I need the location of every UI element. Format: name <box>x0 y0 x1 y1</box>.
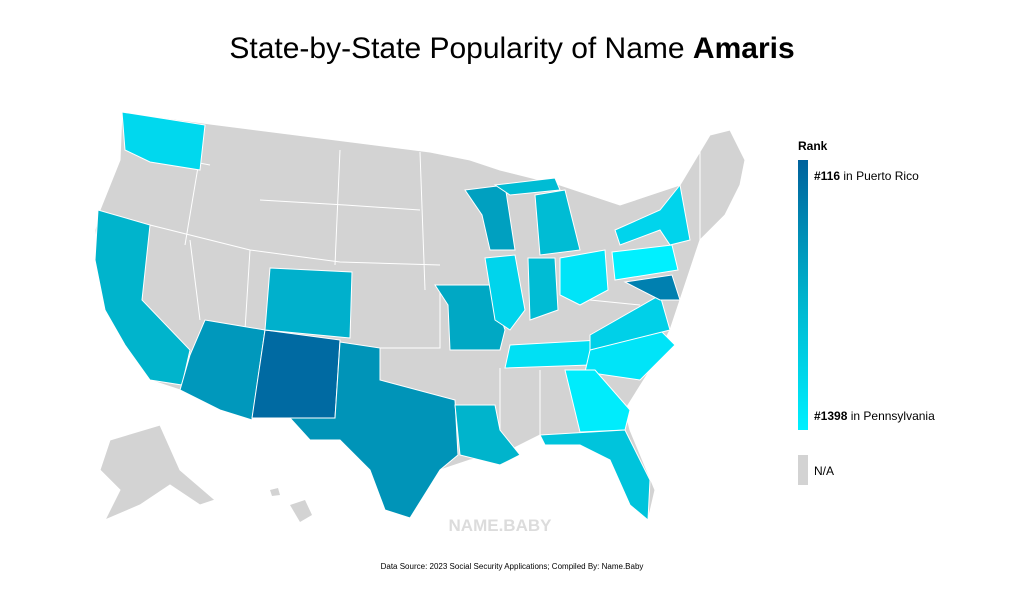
state <box>288 341 459 519</box>
title-prefix: State-by-State Popularity of Name <box>229 32 684 65</box>
state <box>589 294 671 351</box>
legend-high: #116 in Puerto Rico <box>814 169 919 183</box>
state <box>559 249 609 306</box>
state <box>454 404 521 466</box>
state <box>264 267 353 339</box>
source: Data Source: 2023 Social Security Applic… <box>381 562 644 571</box>
title-name: Amaris <box>693 32 795 65</box>
state <box>121 111 206 171</box>
state <box>251 329 341 419</box>
legend: Rank #116 in Puerto Rico #1398 in Pennsy… <box>798 139 935 485</box>
legend-na-swatch <box>798 455 808 485</box>
map <box>94 111 746 522</box>
legend-gradient <box>798 160 808 430</box>
legend-title: Rank <box>798 139 828 153</box>
state <box>539 429 651 522</box>
hawaii <box>270 488 312 522</box>
state <box>504 339 601 369</box>
legend-low-place: in Pennsylvania <box>851 409 935 423</box>
state <box>493 177 581 256</box>
watermark: NAME.BABY <box>449 516 553 535</box>
state <box>623 274 681 301</box>
state <box>564 369 631 433</box>
legend-high-rank: #116 <box>814 169 840 183</box>
state <box>614 183 691 246</box>
state <box>611 244 679 281</box>
state <box>94 209 191 386</box>
legend-high-place: in Puerto Rico <box>843 169 919 183</box>
legend-low-rank: #1398 <box>814 409 848 423</box>
legend-na: N/A <box>814 464 834 478</box>
alaska <box>99 424 216 521</box>
legend-low: #1398 in Pennsylvania <box>814 409 935 423</box>
state <box>527 257 559 321</box>
title: State-by-State Popularity of Name Amaris <box>229 32 794 65</box>
state <box>484 254 526 331</box>
